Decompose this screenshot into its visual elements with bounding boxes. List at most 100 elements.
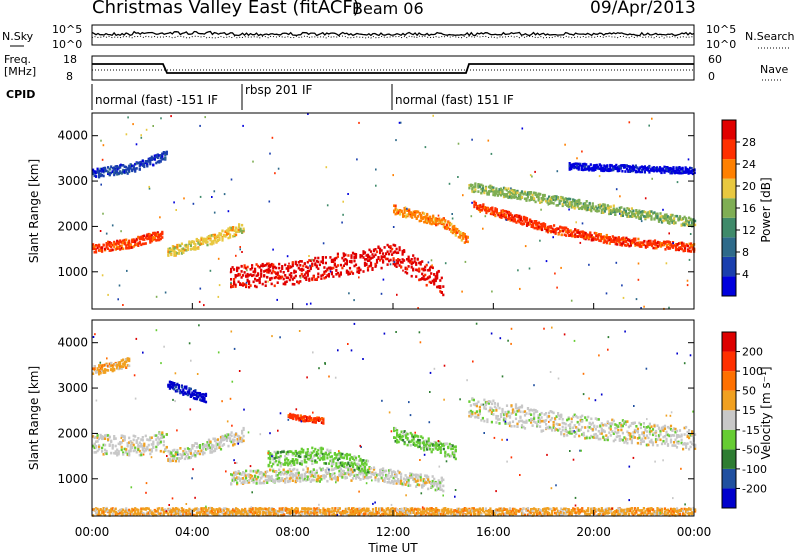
data-cell — [140, 438, 143, 441]
data-cell — [99, 169, 102, 172]
data-cell — [408, 208, 411, 211]
data-cell — [299, 480, 302, 483]
data-cell — [132, 245, 135, 248]
data-cell — [608, 206, 611, 210]
data-cell — [173, 245, 176, 249]
data-cell — [306, 478, 309, 481]
noise-cell — [353, 299, 355, 302]
noise-cell — [198, 300, 201, 303]
data-cell — [107, 438, 110, 441]
data-cell — [225, 437, 229, 441]
data-cell — [613, 236, 616, 240]
data-cell — [593, 433, 596, 436]
data-cell — [201, 242, 205, 245]
data-cell — [417, 441, 420, 444]
data-cell — [213, 437, 217, 441]
data-cell — [267, 474, 270, 478]
data-cell — [427, 479, 430, 483]
noise-cell — [345, 258, 348, 261]
data-cell — [153, 158, 156, 161]
data-cell — [232, 235, 235, 238]
data-cell — [141, 164, 144, 167]
data-cell — [682, 222, 685, 226]
data-cell — [620, 237, 623, 240]
data-cell — [490, 412, 493, 415]
data-cell — [600, 211, 603, 214]
data-cell — [101, 450, 104, 453]
data-cell — [290, 275, 293, 278]
data-cell — [255, 471, 258, 474]
nsky-label: N.Sky — [2, 30, 34, 43]
data-cell — [517, 420, 521, 423]
noise-cell — [199, 195, 202, 198]
noise-cell — [662, 208, 664, 211]
data-cell — [576, 204, 579, 207]
data-cell — [281, 471, 284, 475]
data-cell — [111, 243, 114, 247]
data-cell — [551, 201, 554, 204]
data-cell — [332, 258, 335, 262]
data-cell — [173, 448, 176, 452]
data-cell — [436, 222, 439, 226]
data-cell — [149, 157, 152, 160]
data-cell — [557, 233, 560, 236]
data-cell — [448, 223, 451, 227]
noise-cell — [380, 292, 383, 295]
data-cell — [314, 461, 317, 464]
data-cell — [161, 232, 164, 236]
data-cell — [380, 468, 383, 471]
data-cell — [686, 167, 689, 171]
data-cell — [204, 444, 208, 447]
data-cell — [246, 473, 249, 477]
data-cell — [326, 479, 329, 483]
data-cell — [394, 428, 397, 432]
data-cell — [365, 463, 368, 466]
data-cell — [138, 445, 141, 448]
data-cell — [629, 434, 632, 438]
data-cell — [338, 462, 341, 465]
noise-cell — [470, 215, 473, 218]
data-cell — [333, 453, 336, 456]
data-cell — [591, 169, 594, 172]
data-cell — [531, 193, 534, 197]
data-cell — [412, 441, 415, 445]
data-cell — [492, 188, 495, 192]
data-cell — [564, 203, 567, 206]
noise-cell — [524, 245, 527, 248]
data-cell — [484, 403, 487, 407]
data-cell — [318, 263, 321, 267]
data-cell — [209, 238, 212, 242]
data-cell — [225, 232, 229, 235]
data-cell — [498, 422, 501, 425]
data-cell — [147, 160, 150, 163]
data-cell — [93, 174, 96, 178]
data-cell — [116, 166, 119, 169]
data-cell — [447, 453, 450, 456]
data-cell — [238, 230, 241, 233]
data-cell — [415, 275, 418, 278]
data-cell — [93, 446, 96, 450]
data-cell — [566, 199, 569, 203]
data-cell — [663, 213, 667, 217]
data-cell — [670, 167, 674, 171]
data-cell — [200, 238, 203, 241]
data-cell — [408, 209, 411, 213]
noise-cell — [579, 241, 582, 244]
data-cell — [95, 175, 98, 178]
data-cell — [396, 208, 399, 212]
data-cell — [173, 252, 176, 255]
data-cell — [171, 454, 174, 458]
data-cell — [407, 258, 410, 262]
data-cell — [263, 270, 266, 273]
data-cell — [499, 187, 503, 191]
data-cell — [514, 191, 518, 194]
data-cell — [230, 267, 233, 271]
data-cell — [275, 272, 278, 275]
data-cell — [684, 247, 687, 250]
data-cell — [232, 226, 235, 229]
data-cell — [240, 477, 243, 480]
data-cell — [625, 240, 628, 244]
data-cell — [649, 169, 653, 172]
data-cell — [275, 275, 278, 279]
data-cell — [505, 188, 509, 192]
